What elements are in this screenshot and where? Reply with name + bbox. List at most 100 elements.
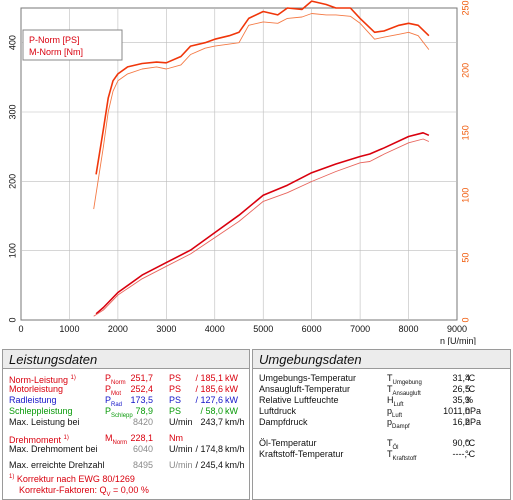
value-primary: 8495 xyxy=(132,460,153,470)
y-right-tick-label: 50 xyxy=(460,253,470,263)
x-tick-label: 6000 xyxy=(302,324,322,334)
unit-secondary: km/h xyxy=(225,460,245,470)
value-primary: 8420 xyxy=(132,417,153,427)
environment-row: Relative Luftfeuchte HLuft 35,3% xyxy=(259,394,506,408)
symbol: pDampf xyxy=(387,417,410,430)
unit-secondary: kW xyxy=(225,373,238,383)
row-value: 90,0 xyxy=(452,438,470,448)
environment-row: Umgebungs-Temperatur TUmgebung 31,4 °C xyxy=(259,372,506,386)
performance-row: Max. Leistung bei 8420 U/min 243,7 km/h xyxy=(9,416,245,428)
environment-row: Ansaugluft-Temperatur TAnsaugluft 26,5 °C xyxy=(259,383,506,397)
row-value: 16,2 xyxy=(452,417,470,427)
unit-secondary: km/h xyxy=(225,417,245,427)
row-label: Max. erreichte Drehzahl xyxy=(9,460,105,470)
value-primary: 173,5 xyxy=(130,395,153,405)
x-tick-label: 4000 xyxy=(205,324,225,334)
row-unit: % xyxy=(465,395,474,405)
legend-box xyxy=(22,29,123,61)
dyno-chart: 0 1000 2000 3000 4000 5000 6000 7000 8000 9000 0 10… xyxy=(7,0,476,345)
symbol: PRad xyxy=(105,395,123,408)
row-label: Umgebungs-Temperatur xyxy=(259,373,357,383)
x-tick-label: 1000 xyxy=(59,324,79,334)
x-tick-label: 3000 xyxy=(156,324,176,334)
y-right-tick-label: 100 xyxy=(460,188,470,203)
row-unit: °C xyxy=(465,384,476,394)
symbol: PMot xyxy=(105,384,122,397)
value-primary: 6040 xyxy=(132,444,153,454)
unit-primary: PS xyxy=(169,395,182,405)
performance-row: Schleppleistung PSchlepp 78,9 PS / 58,0 kW xyxy=(9,405,245,419)
max-speed-row: Max. erreichte Drehzahl 8495 U/min/ 245,4 k… xyxy=(9,459,245,471)
unit-secondary: kW xyxy=(225,395,238,405)
row-label: Dampfdruck xyxy=(259,417,308,427)
value-secondary: / 185,1 xyxy=(195,373,223,383)
row-label: Norm-Leistung 1) xyxy=(9,375,76,385)
row-label: Relative Luftfeuchte xyxy=(259,395,339,405)
legend: P-Norm [PS] M-Norm [Nm] xyxy=(22,29,123,61)
row-label: Radleistung xyxy=(9,395,57,405)
value-primary: 228,1 xyxy=(130,433,153,443)
symbol: HLuft xyxy=(387,395,404,408)
row-unit: hPa xyxy=(465,417,482,427)
performance-title: Leistungsdaten xyxy=(3,350,249,369)
environment-row: Kraftstoff-Temperatur TKraftstoff ----,- °C xyxy=(259,448,506,462)
row-unit: °C xyxy=(465,373,476,383)
environment-row: Dampfdruck pDampf 16,2 hPa xyxy=(259,416,506,430)
value-secondary: / 58,0 xyxy=(200,406,223,416)
y-left-tick-label: 200 xyxy=(7,174,17,189)
x-tick-label: 8000 xyxy=(399,324,419,334)
row-label: Max. Leistung bei xyxy=(9,417,80,427)
y-right-tick-label: 200 xyxy=(460,63,470,78)
performance-panel: Leistungsdaten Norm-Leistung 1) PNorm 251,… xyxy=(2,349,250,500)
value-primary: 251,7 xyxy=(130,373,153,383)
series-lines xyxy=(93,0,430,317)
y-left-tick-label: 100 xyxy=(7,243,17,258)
row-value: ----,- xyxy=(452,449,471,459)
environment-row: Öl-Temperatur TÖl 90,0 °C xyxy=(259,437,506,451)
unit-primary: PS xyxy=(169,406,182,416)
row-unit: hPa xyxy=(465,406,482,416)
symbol: pLuft xyxy=(387,406,403,419)
correction-note: 1) Korrektur nach EWG 80/1269 xyxy=(9,474,135,484)
row-unit: °C xyxy=(465,449,476,459)
x-tick-label: 5000 xyxy=(253,324,273,334)
unit-secondary: kW xyxy=(225,406,238,416)
torque-norm-line xyxy=(95,0,430,175)
unit-secondary: km/h xyxy=(225,444,245,454)
row-label: Max. Drehmoment bei xyxy=(9,444,98,454)
row-label: Schleppleistung xyxy=(9,406,73,416)
power-second-line xyxy=(93,138,430,317)
y-left-tick-label: 0 xyxy=(7,317,17,322)
environment-title: Umgebungsdaten xyxy=(253,350,510,369)
unit-primary: PS xyxy=(169,373,182,383)
x-tick-label: 2000 xyxy=(108,324,128,334)
x-tick-label: 7000 xyxy=(350,324,370,334)
torque-second-line xyxy=(93,13,430,210)
value-secondary: / 245,4 xyxy=(195,460,223,470)
x-tick-label: 9000 xyxy=(447,324,467,334)
unit-primary: U/min xyxy=(169,460,193,470)
symbol: MNorm xyxy=(105,433,128,446)
row-unit: °C xyxy=(465,438,476,448)
axis-ticks: 0 1000 2000 3000 4000 5000 6000 7000 8000 9000 0 10… xyxy=(7,0,470,334)
value-secondary: / 174,8 xyxy=(195,444,223,454)
performance-row: Radleistung PRad 173,5 PS / 127,6 kW xyxy=(9,394,245,408)
symbol: PNorm xyxy=(105,373,126,386)
row-label: Drehmoment 1) xyxy=(9,435,69,445)
environment-row: Luftdruck pLuft 1011,0 hPa xyxy=(259,405,506,419)
environment-panel: Umgebungsdaten Umgebungs-Temperatur TUmge… xyxy=(252,349,511,500)
row-label: Luftdruck xyxy=(259,406,297,416)
y-left-tick-label: 300 xyxy=(7,104,17,119)
row-value: 31,4 xyxy=(452,373,470,383)
row-label: Kraftstoff-Temperatur xyxy=(259,449,344,459)
symbol: PSchlepp xyxy=(105,406,133,419)
legend-torque: M-Norm [Nm] xyxy=(29,47,83,57)
unit-primary: U/min xyxy=(169,417,193,427)
unit-primary: U/min xyxy=(169,444,193,454)
symbol: TKraftstoff xyxy=(387,449,417,462)
performance-row: Norm-Leistung 1) PNorm 251,7 PS / 185,1 kW xyxy=(9,372,245,386)
y-right-tick-label: 0 xyxy=(460,317,470,322)
row-value: 1011,0 xyxy=(443,406,470,416)
symbol: TAnsaugluft xyxy=(387,384,421,397)
performance-row: Motorleistung PMot 252,4 PS / 185,6 kW xyxy=(9,383,245,397)
